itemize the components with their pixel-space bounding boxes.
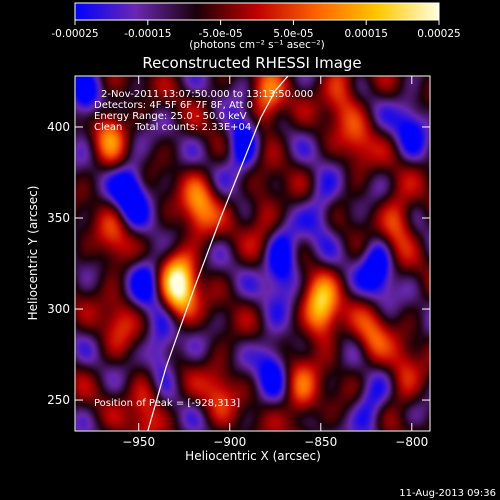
colorbar-tick-label: -0.00025 xyxy=(51,28,98,40)
annotation-time-range: 2-Nov-2011 13:07:50.000 to 13:13:50.000 xyxy=(101,89,313,100)
heatmap-image xyxy=(75,76,430,431)
x-axis-label: Heliocentric X (arcsec) xyxy=(185,449,321,463)
x-tick-label: −800 xyxy=(395,435,428,449)
colorbar-gradient xyxy=(74,2,440,21)
plot-frame xyxy=(74,75,431,432)
plot-area: −950 −900 −850 −800 250 300 350 400 2-Nov-2011 … xyxy=(47,75,431,449)
colorbar-tick-label: 0.00015 xyxy=(344,28,387,40)
annotation-peak-position: Position of Peak = [-928,313] xyxy=(94,398,240,409)
annotation-detectors: Detectors: 4F 5F 6F 7F 8F, Att 0 xyxy=(94,100,253,111)
colorbar: -0.00025 -0.00015 -5.0e-05 5.0e-05 0.00015 0.… xyxy=(51,2,461,51)
colorbar-tick-label: 5.0e-05 xyxy=(273,28,313,40)
y-tick-label: 400 xyxy=(47,120,70,134)
axis-ticks: −950 −900 −850 −800 250 300 350 400 xyxy=(47,76,430,449)
x-tick-label: −850 xyxy=(304,435,337,449)
x-tick-label: −950 xyxy=(122,435,155,449)
colorbar-tick-label: -0.00015 xyxy=(124,28,171,40)
y-axis-label: Heliocentric Y (arcsec) xyxy=(26,186,40,321)
annotation-energy-range: Energy Range: 25.0 - 50.0 keV xyxy=(94,111,247,122)
solar-limb-line xyxy=(147,76,289,431)
x-tick-label: −900 xyxy=(213,435,246,449)
colorbar-tick-label: -5.0e-05 xyxy=(199,28,243,40)
annotation-clean-counts: Clean Total counts: 2.33E+04 xyxy=(94,122,251,133)
footer-timestamp: 11-Aug-2013 09:36 xyxy=(399,488,496,499)
chart-title: Reconstructed RHESSI Image xyxy=(142,54,361,72)
y-tick-label: 350 xyxy=(47,211,70,225)
y-tick-label: 300 xyxy=(47,302,70,316)
colorbar-unit-label: (photons cm⁻² s⁻¹ asec⁻²) xyxy=(189,39,324,51)
colorbar-ticks: -0.00025 -0.00015 -5.0e-05 5.0e-05 0.00015 0.… xyxy=(51,20,461,40)
heatmap-canvas xyxy=(75,76,430,431)
colorbar-tick-label: 0.00025 xyxy=(417,28,460,40)
y-tick-label: 250 xyxy=(47,393,70,407)
